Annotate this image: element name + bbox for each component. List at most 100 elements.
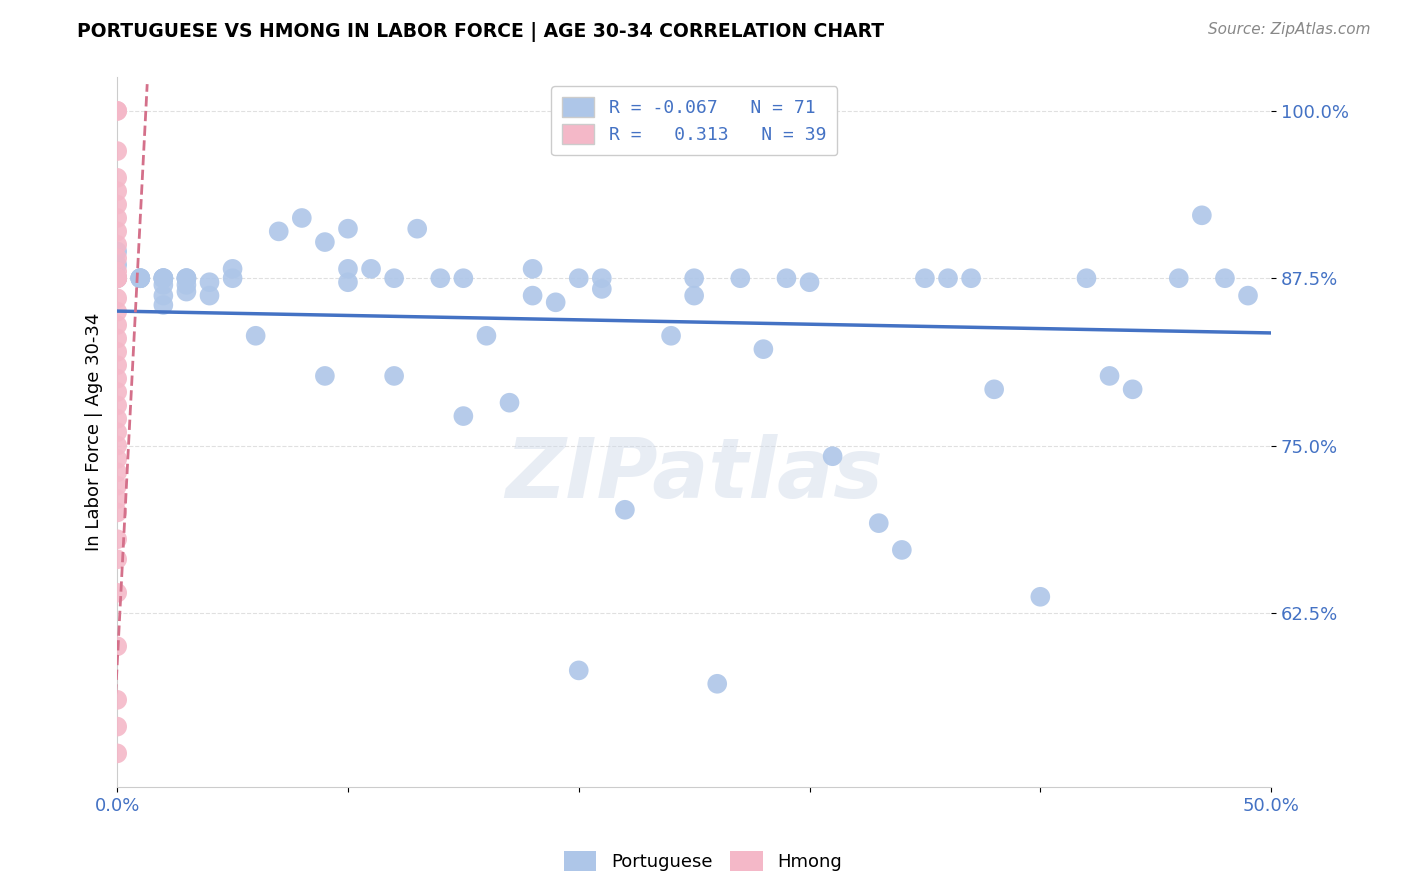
Point [936,271,959,285]
Point [129,271,152,285]
Point [890,543,912,558]
Point [360,261,382,276]
Point [105,184,128,198]
Point [868,516,890,530]
Point [522,288,544,302]
Point [105,478,128,492]
Point [105,251,128,265]
Point [336,275,359,289]
Point [522,261,544,276]
Point [799,275,821,289]
Point [105,533,128,547]
Point [105,451,128,466]
Point [221,271,243,285]
Point [105,197,128,211]
Point [105,103,128,118]
Point [730,271,752,285]
Point [960,271,983,285]
Point [914,271,936,285]
Point [314,368,336,383]
Point [336,221,359,235]
Point [591,271,613,285]
Point [336,261,359,276]
Point [105,344,128,359]
Point [105,491,128,506]
Point [105,720,128,734]
Point [105,244,128,259]
Point [105,505,128,519]
Point [105,103,128,118]
Point [105,371,128,385]
Point [1098,368,1121,383]
Legend: R = -0.067   N = 71, R =   0.313   N = 39: R = -0.067 N = 71, R = 0.313 N = 39 [551,87,837,155]
Point [105,747,128,761]
Text: PORTUGUESE VS HMONG IN LABOR FORCE | AGE 30-34 CORRELATION CHART: PORTUGUESE VS HMONG IN LABOR FORCE | AGE… [77,22,884,42]
Point [152,298,174,312]
Point [1237,288,1260,302]
Y-axis label: In Labor Force | Age 30-34: In Labor Force | Age 30-34 [86,313,103,551]
Point [659,328,682,343]
Point [1167,271,1189,285]
Point [683,288,706,302]
Point [198,275,221,289]
Point [105,411,128,425]
Point [1122,382,1144,396]
Point [105,271,128,285]
Point [429,271,451,285]
Point [152,271,174,285]
Point [105,358,128,372]
Point [291,211,314,225]
Point [152,277,174,292]
Point [544,295,567,310]
Point [176,285,198,299]
Point [105,291,128,305]
Point [706,677,728,691]
Point [105,211,128,225]
Point [683,271,706,285]
Point [105,693,128,707]
Point [591,282,613,296]
Point [382,271,405,285]
Point [983,382,1005,396]
Point [105,384,128,399]
Point [105,304,128,318]
Point [752,342,775,356]
Point [1076,271,1098,285]
Point [475,328,498,343]
Point [1191,208,1213,222]
Point [453,271,475,285]
Point [105,258,128,272]
Point [105,331,128,345]
Point [105,552,128,566]
Point [105,271,128,285]
Point [105,465,128,479]
Point [129,271,152,285]
Point [382,368,405,383]
Point [105,425,128,439]
Point [198,288,221,302]
Point [1029,590,1052,604]
Point [105,586,128,600]
Point [129,271,152,285]
Point [105,264,128,278]
Point [105,271,128,285]
Point [568,271,591,285]
Point [267,224,290,238]
Point [176,271,198,285]
Point [821,449,844,463]
Point [105,144,128,158]
Point [314,235,336,249]
Point [105,237,128,252]
Point [176,271,198,285]
Point [105,224,128,238]
Point [221,261,243,276]
Point [568,664,591,678]
Point [152,271,174,285]
Point [245,328,267,343]
Point [176,277,198,292]
Point [406,221,429,235]
Point [453,409,475,423]
Point [105,398,128,412]
Point [152,271,174,285]
Point [105,640,128,654]
